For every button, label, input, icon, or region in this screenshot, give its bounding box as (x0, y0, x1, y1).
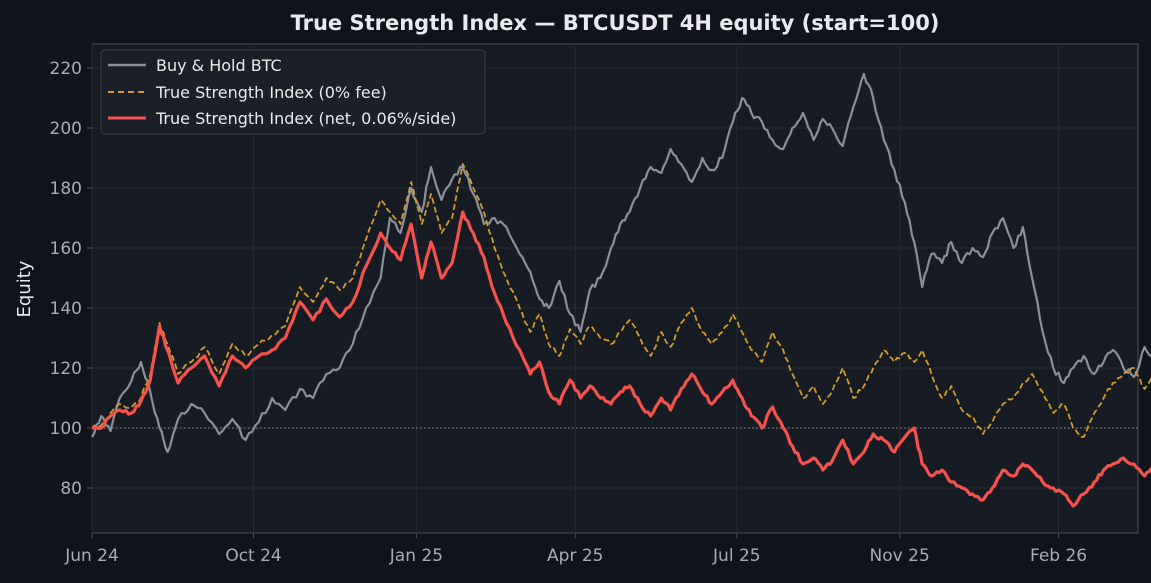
x-tick-label: Jun 24 (64, 546, 119, 566)
series-line-buy-hold (91, 72, 1151, 454)
x-tick-label: Jul 25 (712, 546, 761, 566)
x-tick-label: Oct 24 (225, 546, 281, 566)
y-tick-label: 180 (50, 179, 82, 199)
legend-label-tsi-no-fee: True Strength Index (0% fee) (155, 83, 387, 102)
chart-title: True Strength Index — BTCUSDT 4H equity … (291, 11, 940, 35)
legend-label-buy-hold: Buy & Hold BTC (156, 56, 282, 75)
x-tick-label: Jan 25 (389, 546, 443, 566)
series-lines (91, 72, 1151, 508)
axis-ticks: 80 100 120 140 160 180 200 220 Jun 24 Oct 24 Jan 2… (50, 59, 1088, 566)
legend-box (100, 49, 486, 135)
y-tick-label: 220 (50, 59, 82, 79)
y-tick-label: 80 (60, 479, 82, 499)
x-tick-label: Apr 25 (547, 546, 603, 566)
y-tick-label: 160 (50, 239, 82, 259)
legend-label-tsi-net: True Strength Index (net, 0.06%/side) (155, 109, 456, 128)
x-tick-label: Feb 26 (1030, 546, 1087, 566)
y-axis-label: Equity (14, 260, 35, 317)
y-tick-label: 140 (50, 299, 82, 319)
series-line-tsi-net (91, 210, 1151, 508)
legend: Buy & Hold BTC True Strength Index (0% f… (100, 49, 486, 135)
y-tick-label: 200 (50, 119, 82, 139)
series-line-tsi-no-fee (91, 163, 1151, 438)
y-tick-label: 100 (50, 419, 82, 439)
x-tick-label: Nov 25 (870, 546, 930, 566)
y-tick-label: 120 (50, 359, 82, 379)
